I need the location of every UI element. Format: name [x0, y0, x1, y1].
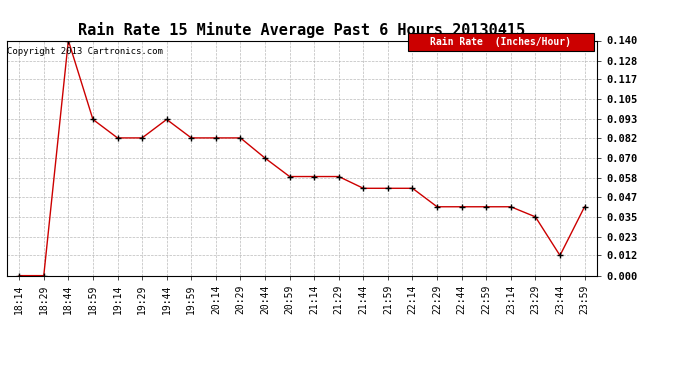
- FancyBboxPatch shape: [408, 33, 594, 51]
- Text: Copyright 2013 Cartronics.com: Copyright 2013 Cartronics.com: [7, 47, 163, 56]
- Text: Rain Rate  (Inches/Hour): Rain Rate (Inches/Hour): [431, 37, 571, 47]
- Title: Rain Rate 15 Minute Average Past 6 Hours 20130415: Rain Rate 15 Minute Average Past 6 Hours…: [78, 22, 526, 38]
